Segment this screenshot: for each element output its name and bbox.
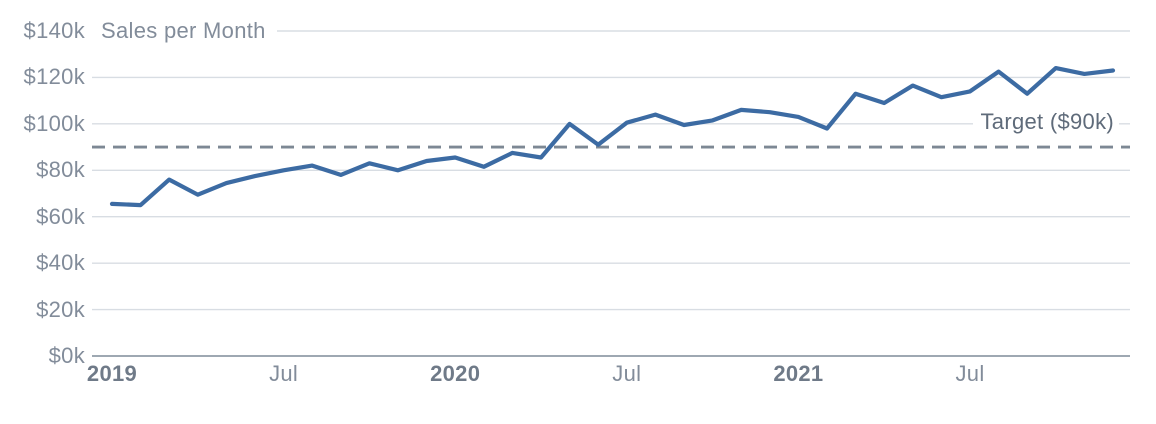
x-axis-label-jan-2019: 2019 [86, 361, 138, 386]
y-axis-label-140k: $140k [23, 17, 85, 43]
y-axis-label-40k: $40k [36, 250, 85, 276]
y-axis-label-60k: $60k [36, 203, 85, 229]
y-axis-label-20k: $20k [36, 296, 85, 322]
x-axis-label-jan-2020: 2020 [430, 361, 481, 386]
y-axis-label-120k: $120k [23, 64, 85, 90]
x-axis-label-jul-2020: Jul [612, 361, 642, 386]
y-axis-label-80k: $80k [36, 157, 85, 183]
x-axis-label-jul-2021: Jul [955, 361, 985, 386]
target-line-label: Target ($90k) [973, 109, 1119, 135]
x-axis-label-jan-2021: 2021 [773, 361, 824, 386]
y-axis-label-0k: $0k [48, 343, 85, 368]
y-axis-label-100k: $100k [23, 110, 85, 136]
sales-series-line [109, 66, 1116, 208]
chart-title: Sales per Month [101, 18, 274, 44]
x-axis-label-jul-2019: Jul [269, 361, 299, 386]
